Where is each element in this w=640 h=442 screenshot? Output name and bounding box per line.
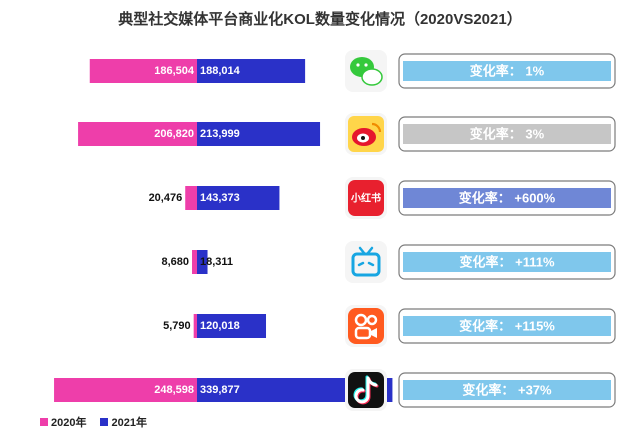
wechat-icon (345, 50, 387, 92)
bili-eye (367, 261, 375, 267)
bar-2020 (89, 59, 197, 83)
bar-2021 (197, 59, 306, 83)
bar-2021 (197, 250, 208, 274)
ks-circle (354, 313, 368, 327)
value-label-2021: 213,999 (200, 128, 240, 140)
row-1: 206,820 213,999 变化率： 3% (78, 113, 616, 155)
kuaishou-icon (345, 305, 387, 347)
row-5: 248,598 339,877 变化率： +37% (54, 369, 616, 411)
wechat-bubble-small (361, 68, 383, 86)
bar-2020 (185, 186, 197, 210)
xhs-bg (348, 180, 384, 216)
bilibili-icon (345, 241, 387, 283)
bar-2021 (197, 122, 321, 146)
change-label: 变化率： +111% (459, 254, 554, 269)
change-fill (403, 188, 611, 208)
change-label: 变化率： +37% (462, 382, 552, 397)
bili-screen (351, 252, 381, 277)
change-label: 变化率： 3% (470, 126, 545, 141)
legend: 2020年 2021年 (40, 414, 147, 430)
change-fill (403, 380, 611, 400)
legend-swatch-2021 (100, 418, 109, 426)
bar-2020 (193, 314, 197, 338)
value-label-2020: 206,820 (154, 128, 194, 140)
change-label: 变化率： +115% (459, 318, 555, 333)
value-label-2021: 188,014 (200, 65, 241, 77)
weibo-eye (361, 136, 365, 140)
chart-title: 典型社交媒体平台商业化KOL数量变化情况（2020VS2021） (118, 11, 522, 28)
weibo-wave (371, 122, 382, 133)
bar-2021 (197, 186, 280, 210)
row-0: 186,504 188,014 变化率： 1% (89, 50, 616, 92)
ks-circle (366, 314, 378, 326)
change-fill (403, 124, 611, 144)
bili-antenna (358, 246, 366, 255)
legend-swatch-2020 (40, 418, 48, 426)
change-fill (403, 61, 611, 81)
legend-item-2020: 2020年 (40, 414, 86, 430)
value-label-2021: 143,373 (200, 192, 240, 204)
change-fill (403, 316, 611, 336)
bar-2021 (197, 314, 267, 338)
bar-2020 (54, 378, 197, 402)
ks-camera (354, 326, 372, 340)
legend-item-2021: 2021年 (100, 414, 147, 430)
legend-label-2021: 2021年 (111, 417, 147, 429)
weibo-icon (345, 113, 387, 155)
bar-2020 (78, 122, 197, 146)
change-label: 变化率： 1% (470, 63, 545, 78)
xhs-text: 小红书 (350, 192, 381, 205)
bili-antenna (366, 246, 374, 255)
legend-label-2020: 2020年 (51, 417, 87, 429)
bili-eye (357, 261, 365, 267)
bar-2020 (192, 250, 197, 274)
value-label-2020: 5,790 (163, 320, 191, 332)
ks-lens (371, 328, 377, 338)
row-2: 20,476 143,373 小红书 变化率： +600% (149, 177, 616, 219)
value-label-2021: 18,311 (200, 256, 233, 268)
value-label-2020: 8,680 (161, 256, 189, 268)
wechat-eye (364, 63, 368, 67)
dy-note (354, 376, 378, 404)
xiaohongshu-icon: 小红书 (345, 177, 387, 219)
value-label-2020: 186,504 (154, 65, 195, 77)
value-label-2020: 20,476 (149, 192, 183, 204)
row-3: 8,680 18,311 变化率： +111% (161, 241, 616, 283)
change-fill (403, 252, 611, 272)
value-label-2020: 248,598 (154, 384, 194, 396)
row-4: 5,790 120,018 变化率： +115% (163, 305, 616, 347)
icon-bg (345, 241, 387, 283)
douyin-icon (345, 369, 387, 411)
wechat-eye (356, 63, 360, 67)
value-label-2021: 339,877 (200, 384, 240, 396)
value-label-2021: 120,018 (200, 320, 240, 332)
change-label: 变化率： +600% (459, 190, 556, 205)
